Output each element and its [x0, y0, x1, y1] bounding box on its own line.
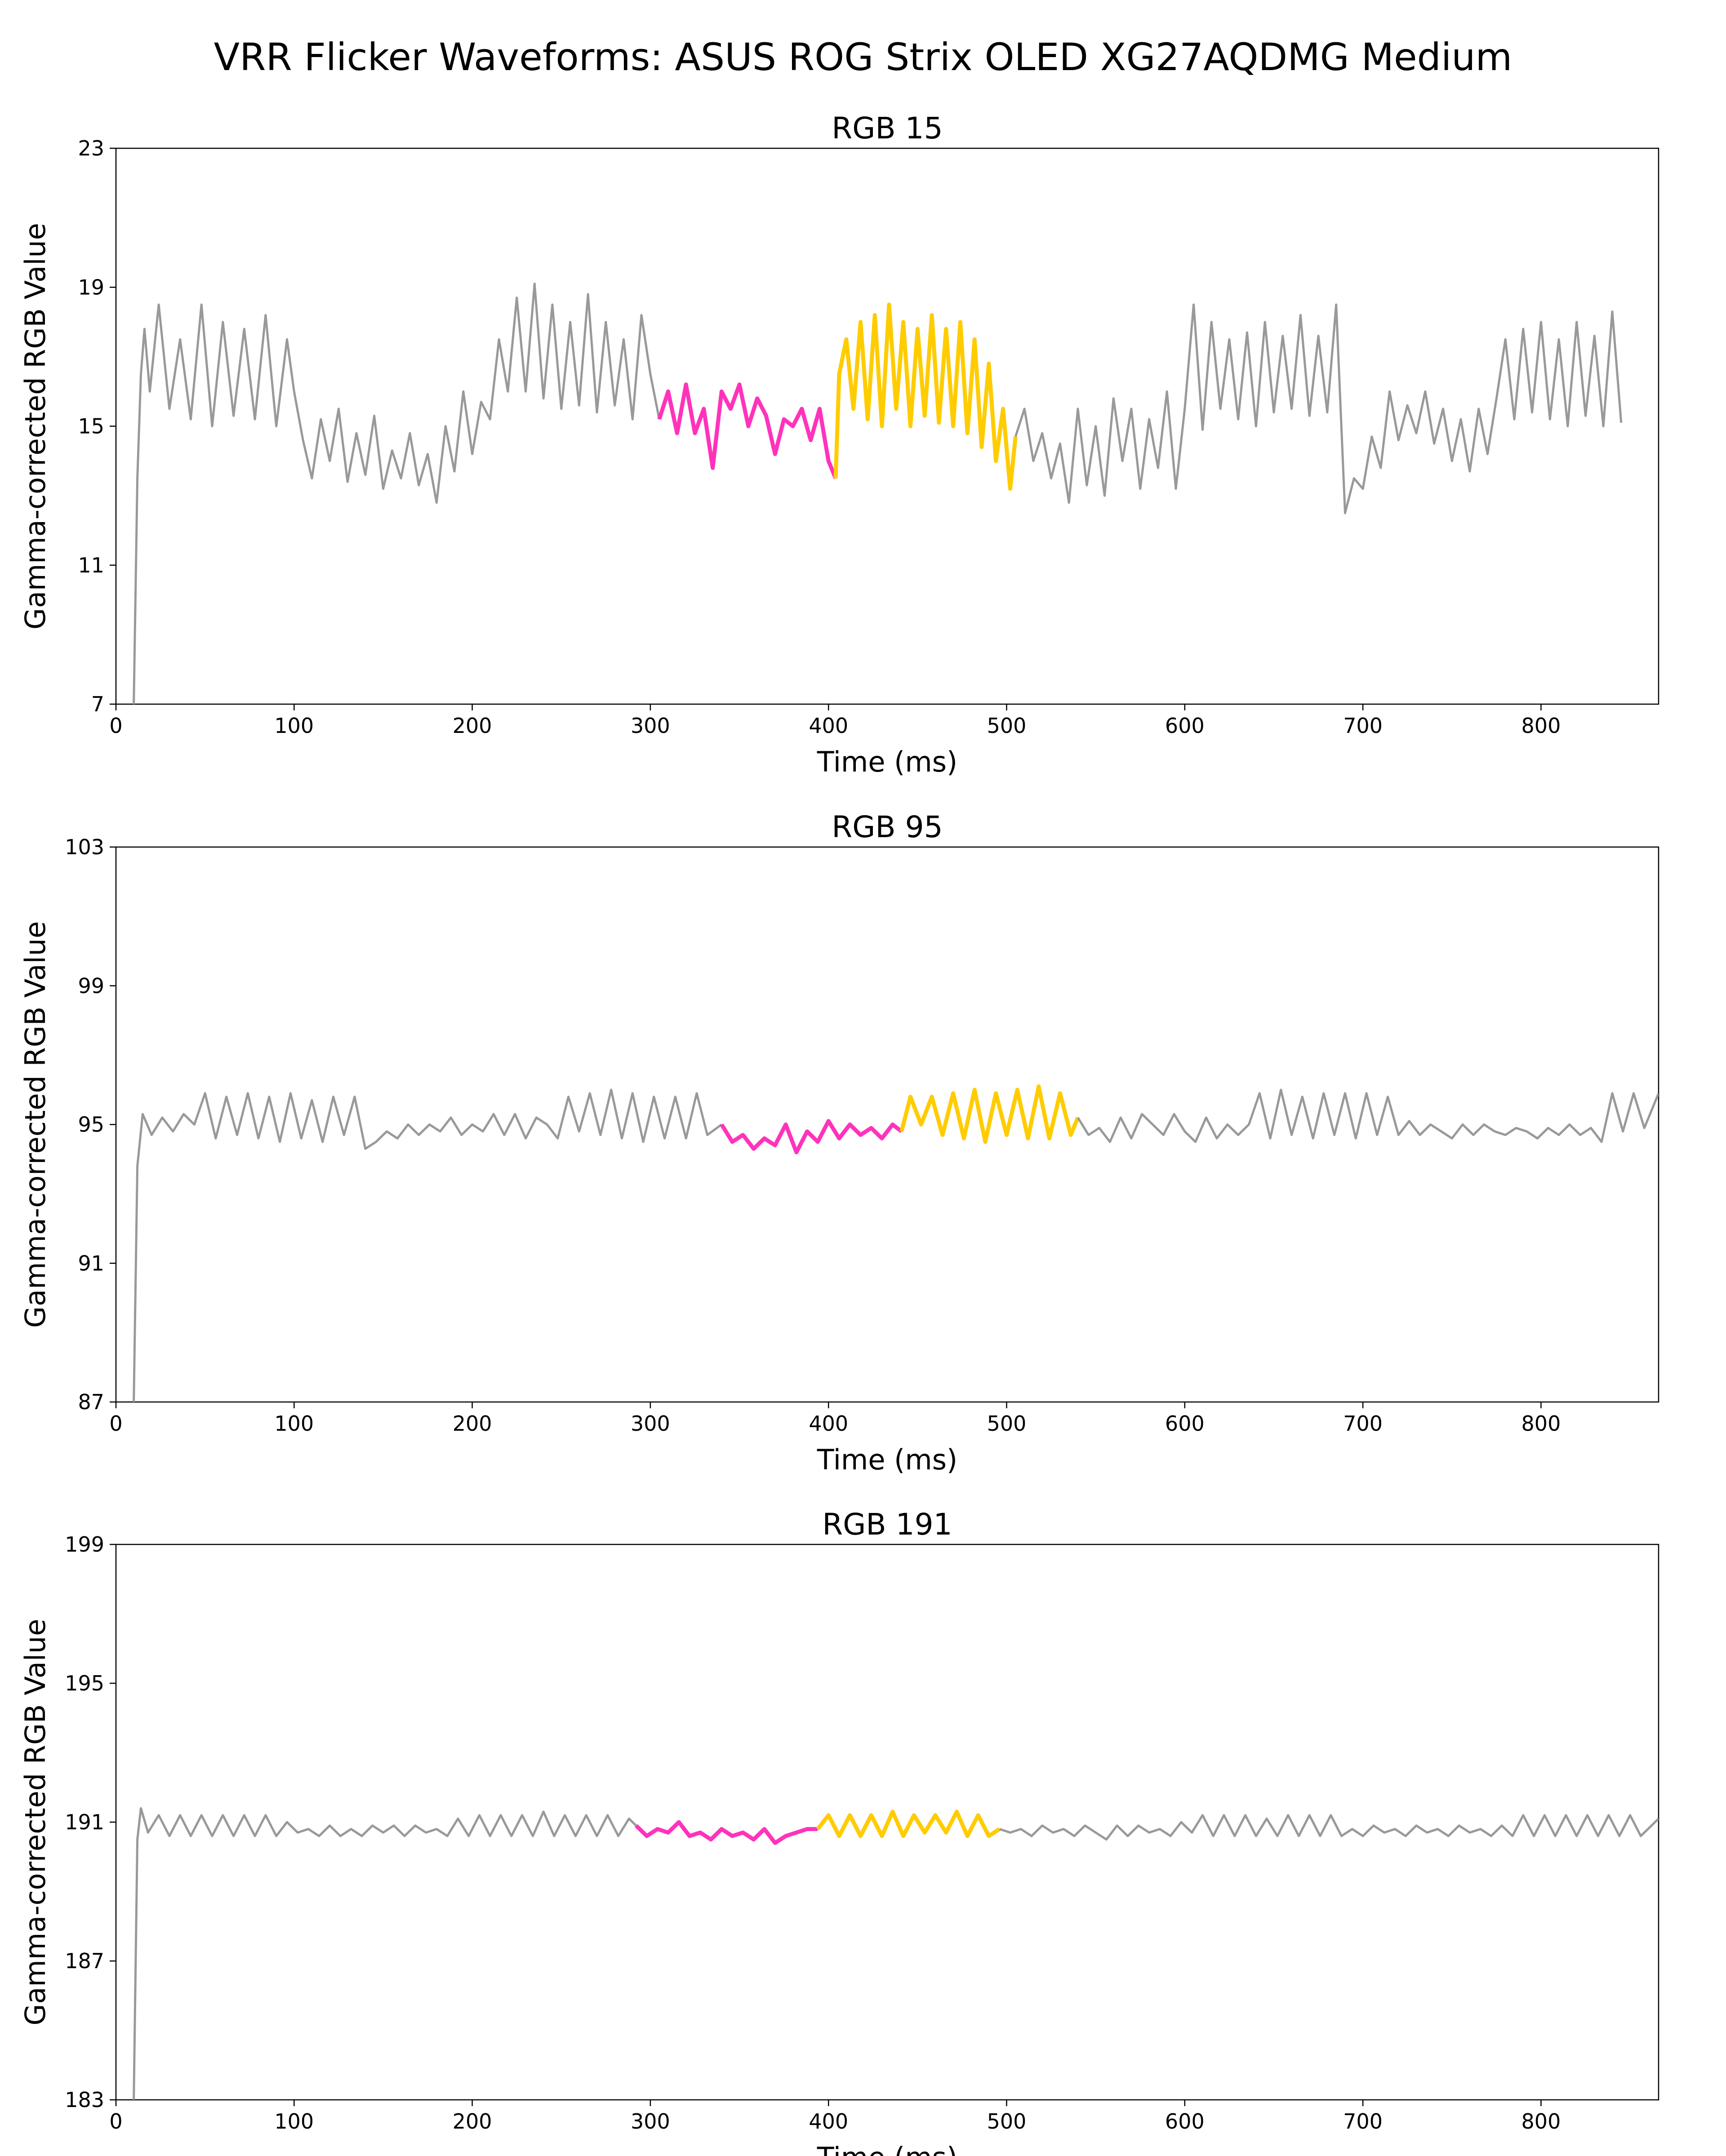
x-tick-label: 600: [1165, 714, 1205, 738]
y-tick-label: 103: [65, 835, 104, 859]
chart-title: RGB 191: [822, 1507, 952, 1542]
x-tick-label: 100: [274, 1411, 314, 1436]
x-tick-label: 400: [809, 714, 848, 738]
series-line-low-2: [635, 1820, 818, 1845]
chart-panel-2: RGB 95 0 100 200 300 400 500 600 700 800 87 91 95 99 1…: [19, 810, 1659, 1476]
series-line-baseline-4: [1014, 303, 1623, 515]
x-tick-label: 700: [1343, 2109, 1383, 2134]
y-tick-label: 91: [78, 1251, 104, 1275]
y-tick-label: 19: [78, 275, 104, 299]
x-tick-label: 700: [1343, 1411, 1383, 1436]
x-tick-label: 0: [109, 2109, 122, 2134]
series-line-high-3: [899, 1084, 1080, 1144]
x-axis-label: Time (ms): [817, 1443, 958, 1476]
y-axis-label: Gamma-corrected RGB Value: [19, 223, 52, 630]
series-line-high-3: [816, 1810, 1001, 1838]
plot-frame: [115, 147, 1659, 705]
y-tick-label: 11: [78, 553, 104, 577]
x-tick-label: 200: [453, 1411, 492, 1436]
series-line-low-2: [720, 1119, 903, 1154]
series-line-high-3: [833, 302, 1018, 491]
x-tick-label: 200: [453, 2109, 492, 2134]
y-tick-label: 187: [65, 1949, 104, 1973]
series-line-baseline-1: [133, 1807, 637, 2100]
y-axis-label: Gamma-corrected RGB Value: [19, 921, 52, 1328]
y-tick-label: 23: [78, 136, 104, 160]
x-tick-label: 100: [274, 714, 314, 738]
series-line-baseline-4: [999, 1814, 1659, 1841]
x-tick-label: 300: [631, 2109, 670, 2134]
x-tick-label: 0: [109, 714, 122, 738]
x-tick-label: 700: [1343, 714, 1383, 738]
y-tick-label: 191: [65, 1810, 104, 1834]
chart-title: RGB 95: [832, 810, 943, 844]
x-tick-label: 800: [1521, 714, 1561, 738]
x-tick-label: 800: [1521, 1411, 1561, 1436]
figure-title: VRR Flicker Waveforms: ASUS ROG Strix OL…: [214, 35, 1512, 79]
x-axis-label: Time (ms): [817, 745, 958, 778]
series-line-baseline-1: [133, 1088, 722, 1402]
x-tick-label: 500: [987, 1411, 1027, 1436]
chart-panel-1: RGB 15 0 100 200 300 400 500 600 700 800 7 11 15 19 23…: [19, 111, 1659, 778]
x-tick-label: 100: [274, 2109, 314, 2134]
y-tick-label: 183: [65, 2088, 104, 2112]
x-tick-label: 300: [631, 1411, 670, 1436]
x-tick-label: 500: [987, 2109, 1027, 2134]
series-line-baseline-4: [1077, 1088, 1659, 1143]
y-axis-label: Gamma-corrected RGB Value: [19, 1619, 52, 2025]
x-tick-label: 0: [109, 1411, 122, 1436]
x-tick-label: 200: [453, 714, 492, 738]
x-tick-label: 400: [809, 1411, 848, 1436]
x-tick-label: 600: [1165, 2109, 1205, 2134]
y-tick-label: 15: [78, 414, 104, 439]
y-tick-label: 195: [65, 1671, 104, 1695]
y-tick-label: 199: [65, 1532, 104, 1557]
x-tick-label: 600: [1165, 1411, 1205, 1436]
chart-title: RGB 15: [832, 111, 943, 146]
x-tick-label: 400: [809, 2109, 848, 2134]
y-tick-label: 99: [78, 974, 104, 998]
x-tick-label: 800: [1521, 2109, 1561, 2134]
y-tick-label: 87: [78, 1390, 104, 1414]
x-tick-label: 500: [987, 714, 1027, 738]
chart-panel-3: RGB 191 0 100 200 300 400 500 600 700 800 183 187 19…: [19, 1507, 1659, 2156]
x-axis-label: Time (ms): [817, 2141, 958, 2156]
y-tick-label: 95: [78, 1113, 104, 1137]
series-line-baseline-1: [133, 283, 661, 704]
y-tick-label: 7: [91, 692, 104, 716]
series-line-low-2: [657, 382, 838, 479]
x-tick-label: 300: [631, 714, 670, 738]
